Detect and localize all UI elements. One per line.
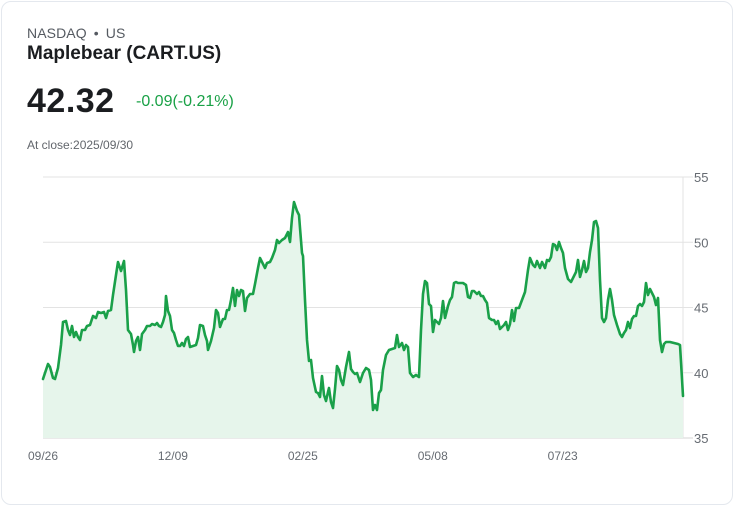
x-tick-label: 12/09 xyxy=(158,449,188,463)
y-tick-label: 50 xyxy=(694,235,708,250)
stock-name: Maplebear (CART.US) xyxy=(27,43,222,64)
x-tick-label: 09/26 xyxy=(28,449,58,463)
separator-dot: • xyxy=(93,25,99,41)
current-price: 42.32 xyxy=(27,82,115,120)
y-axis: 55 50 45 40 35 xyxy=(694,170,708,446)
close-date: At close:2025/09/30 xyxy=(27,138,134,152)
x-axis: 09/26 12/09 02/25 05/08 07/23 xyxy=(28,449,578,463)
price-area-fill xyxy=(43,202,683,438)
region: US xyxy=(105,25,126,41)
x-tick-label: 02/25 xyxy=(288,449,318,463)
price-change: -0.09(-0.21%) xyxy=(136,93,234,110)
price-line xyxy=(41,200,685,412)
y-tick-label: 35 xyxy=(694,431,708,446)
exchange-name: NASDAQ xyxy=(27,25,87,41)
x-tick-label: 07/23 xyxy=(548,449,578,463)
exchange-line: NASDAQ • US xyxy=(27,25,125,41)
y-tick-label: 40 xyxy=(694,366,708,381)
y-tick-label: 45 xyxy=(694,301,708,316)
y-tick-label: 55 xyxy=(694,170,708,185)
x-tick-label: 05/08 xyxy=(418,449,448,463)
